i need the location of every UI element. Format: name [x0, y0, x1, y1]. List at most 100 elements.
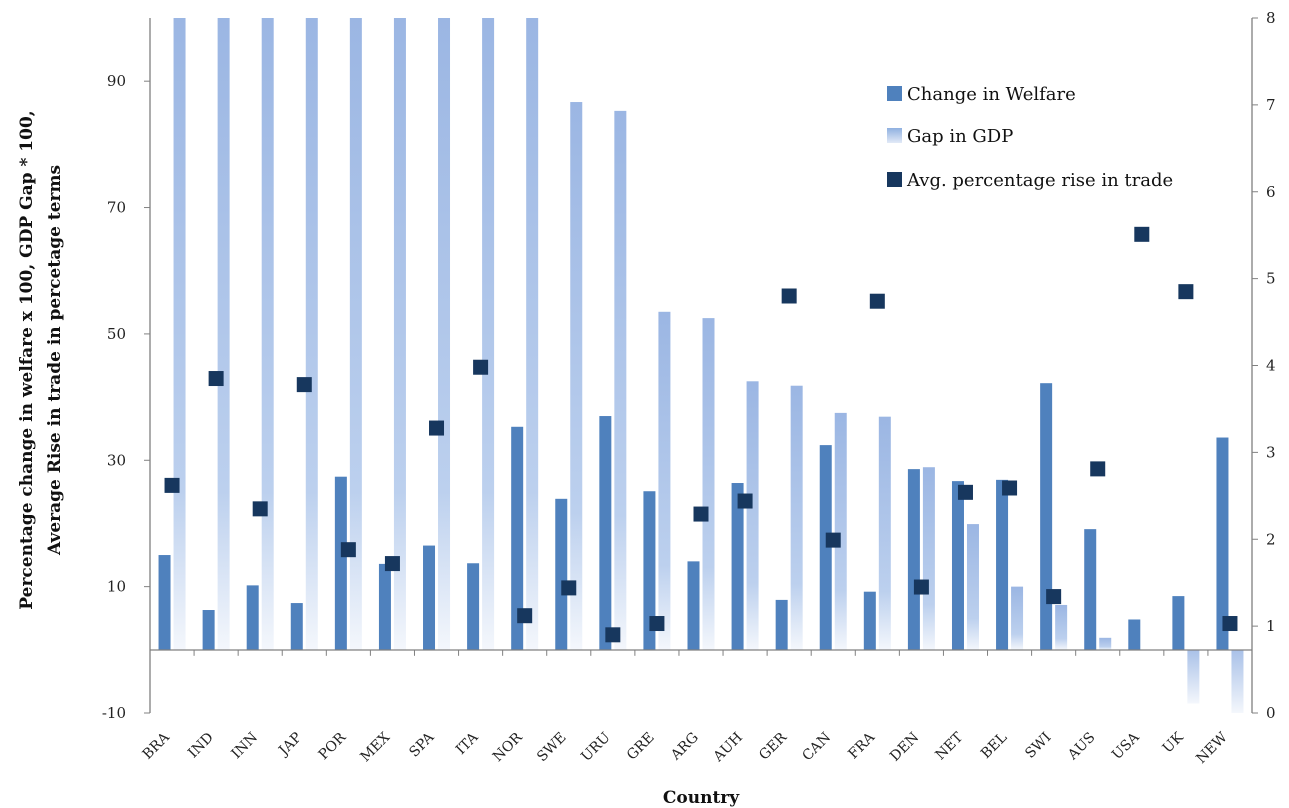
- y-axis-title-line-1: Percentage change in welfare x 100, GDP …: [17, 110, 37, 609]
- trade-marker-jap: [296, 377, 312, 393]
- gap-bar-gre: [658, 311, 671, 650]
- left-tick-label: 30: [107, 451, 126, 469]
- gap-bar-spa: [438, 18, 451, 650]
- category-label-den: DEN: [887, 730, 922, 765]
- legend-swatch-gap: [887, 128, 902, 143]
- left-tick-label: 70: [107, 199, 126, 217]
- trade-marker-ger: [781, 288, 797, 304]
- category-label-uk: UK: [1160, 729, 1187, 756]
- trade-marker-new: [1222, 616, 1238, 632]
- gap-bar-mex: [393, 18, 406, 650]
- category-label-gre: GRE: [624, 730, 658, 764]
- x-axis-title: Country: [663, 788, 740, 808]
- category-label-nor: NOR: [490, 729, 526, 765]
- right-tick-label: 5: [1266, 270, 1276, 288]
- welfare-bar-bel: [996, 479, 1009, 650]
- right-tick-label: 0: [1266, 704, 1276, 722]
- category-label-fra: FRA: [845, 729, 878, 762]
- welfare-bar-ind: [202, 610, 215, 650]
- trade-marker-inn: [252, 501, 268, 517]
- right-tick-labels: 0 1 2 3 4 5 6 7 8: [1266, 9, 1276, 722]
- trade-marker-spa: [429, 420, 445, 436]
- welfare-bar-usa: [1128, 619, 1141, 650]
- category-label-spa: SPA: [406, 729, 438, 761]
- welfare-bar-aus: [1084, 529, 1097, 650]
- right-tick-label: 3: [1266, 443, 1276, 461]
- right-tick-label: 2: [1266, 530, 1276, 548]
- trade-marker-usa: [1134, 226, 1150, 242]
- gap-bar-jap: [305, 18, 318, 650]
- gap-bar-bra: [173, 18, 186, 650]
- trade-marker-gre: [649, 616, 665, 632]
- category-label-inn: INN: [228, 730, 261, 763]
- trade-marker-can: [825, 532, 841, 548]
- left-tick-label: 90: [107, 72, 126, 90]
- category-label-mex: MEX: [358, 729, 394, 765]
- welfare-bar-uk: [1172, 596, 1185, 650]
- welfare-bar-ger: [775, 599, 788, 650]
- left-tick-label: 10: [107, 578, 126, 596]
- category-label-ita: ITA: [453, 729, 482, 758]
- trade-marker-por: [340, 542, 356, 558]
- category-label-net: NET: [932, 729, 966, 763]
- axes: [144, 17, 1258, 714]
- gap-bar-swi: [1055, 604, 1068, 650]
- trade-marker-nor: [517, 608, 533, 624]
- category-label-swe: SWE: [534, 730, 569, 765]
- welfare-bar-swe: [555, 498, 568, 650]
- welfare-bar-arg: [687, 561, 700, 650]
- welfare-bar-mex: [378, 563, 391, 650]
- right-tick-label: 7: [1266, 96, 1276, 114]
- welfare-bar-inn: [246, 585, 259, 650]
- trade-marker-swe: [561, 580, 577, 596]
- category-label-arg: ARG: [667, 730, 702, 765]
- category-label-uru: URU: [578, 729, 614, 765]
- category-tick-labels: BRA IND INN JAP POR MEX SPA ITA NOR SWE URU GRE ARG A…: [140, 729, 1232, 767]
- gap-bar-new: [1231, 649, 1244, 713]
- y-axis-title-line-2: Average Rise in trade in percetage terms: [45, 165, 65, 556]
- trade-marker-uk: [1178, 284, 1194, 300]
- welfare-bar-jap: [290, 603, 303, 650]
- trade-marker-aus: [1090, 461, 1106, 477]
- trade-marker-uru: [605, 627, 621, 643]
- right-tick-label: 6: [1266, 183, 1276, 201]
- trade-marker-swi: [1046, 589, 1062, 605]
- trade-markers: [164, 226, 1238, 643]
- welfare-bar-uru: [599, 416, 612, 650]
- right-tick-label: 4: [1266, 357, 1276, 375]
- legend-label-trade: Avg. percentage rise in trade: [906, 170, 1173, 191]
- welfare-bar-new: [1216, 437, 1229, 650]
- welfare-bar-ita: [467, 563, 480, 650]
- welfare-bar-nor: [511, 426, 524, 650]
- legend-swatch-trade: [887, 172, 902, 187]
- gap-bar-swe: [570, 102, 583, 650]
- left-tick-label: -10: [102, 704, 126, 722]
- gap-bar-net: [966, 524, 979, 650]
- legend-label-welfare: Change in Welfare: [907, 84, 1076, 105]
- gap-bar-arg: [702, 318, 715, 650]
- welfare-bars: [158, 383, 1229, 650]
- gap-bar-can: [834, 412, 847, 650]
- category-label-bra: BRA: [140, 729, 174, 763]
- trade-marker-fra: [869, 293, 885, 309]
- welfare-bar-spa: [423, 545, 436, 650]
- gap-bar-auh: [746, 381, 759, 650]
- gap-bar-inn: [261, 18, 274, 650]
- gap-bar-ita: [482, 18, 495, 650]
- category-label-jap: JAP: [275, 730, 306, 761]
- welfare-bar-den: [907, 469, 920, 650]
- category-label-swi: SWI: [1022, 730, 1054, 762]
- trade-marker-ita: [473, 359, 489, 375]
- category-label-aus: AUS: [1064, 730, 1098, 764]
- welfare-bar-fra: [863, 591, 876, 650]
- category-label-ind: IND: [185, 730, 217, 762]
- gap-bars: [173, 18, 1244, 713]
- left-tick-label: 50: [107, 325, 126, 343]
- gap-bar-uk: [1187, 649, 1200, 704]
- trade-marker-ind: [208, 371, 224, 387]
- trade-marker-bel: [1002, 480, 1018, 496]
- category-label-usa: USA: [1109, 729, 1143, 763]
- right-tick-label: 8: [1266, 9, 1276, 27]
- category-label-ger: GER: [756, 729, 790, 763]
